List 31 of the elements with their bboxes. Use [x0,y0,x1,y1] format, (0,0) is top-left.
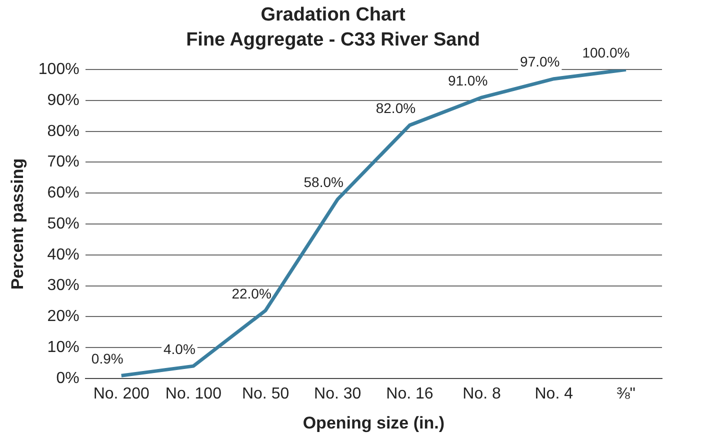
data-label: 0.9% [91,350,124,366]
data-label: 22.0% [232,285,272,302]
x-tick-label: No. 100 [165,385,222,402]
y-tick-label: 20% [47,308,80,326]
y-tick-label: 60% [47,184,80,202]
y-tick-label: 70% [47,154,80,171]
data-label: 82.0% [376,100,416,116]
y-tick-label: 30% [47,277,80,294]
x-tick-label: ⅜" [616,385,636,402]
chart-subtitle: Fine Aggregate - C33 River Sand [186,29,480,50]
data-label: 4.0% [163,340,196,357]
x-tick-label: No. 30 [314,385,362,402]
y-tick-label: 40% [47,246,80,264]
data-label: 100.0% [582,44,630,60]
x-tick-label: No. 16 [386,385,434,402]
x-tick-label: No. 4 [534,385,574,402]
data-label: 58.0% [304,174,344,190]
y-axis-title: Percent passing [8,158,27,290]
x-tick-label: No. 50 [242,385,290,402]
y-tick-label: 90% [47,92,80,109]
y-tick-label: 80% [47,122,80,140]
data-label: 97.0% [520,54,560,70]
x-axis-title: Opening size (in.) [302,413,444,432]
x-tick-label: No. 8 [462,385,502,402]
data-label: 91.0% [448,72,488,88]
y-tick-label: 10% [47,338,80,356]
chart-title: Gradation Chart [260,4,406,26]
y-tick-label: 50% [47,215,80,232]
y-tick-label: 100% [38,61,80,78]
x-tick-label: No. 200 [93,385,150,402]
y-tick-label: 0% [56,370,80,387]
